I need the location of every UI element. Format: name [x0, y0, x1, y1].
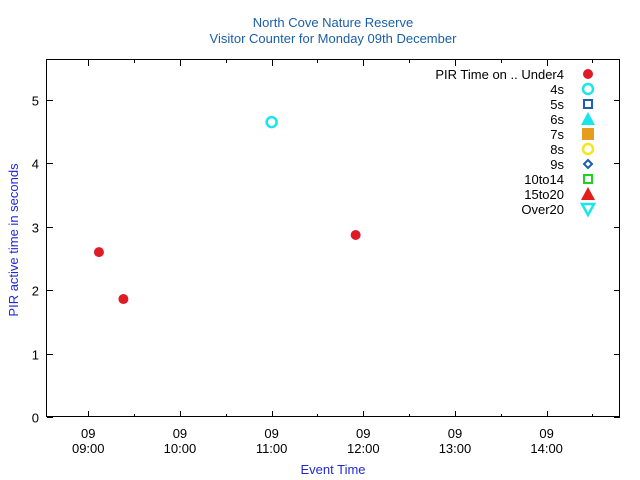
- legend-label-8s: 8s: [550, 142, 564, 157]
- x-tick-label-date: 09: [264, 426, 278, 441]
- data-point-Under4: [93, 247, 104, 258]
- data-points: [93, 115, 361, 305]
- x-tick-label-date: 09: [81, 426, 95, 441]
- x-tick-label-time: 09:00: [72, 441, 105, 456]
- plot-area: [46, 59, 620, 417]
- x-tick-label-date: 09: [448, 426, 462, 441]
- x-tick-label-date: 09: [356, 426, 370, 441]
- data-point-Under4: [118, 294, 129, 305]
- x-tick-label-time: 14:00: [530, 441, 563, 456]
- legend-label-4s: 4s: [550, 82, 564, 97]
- chart-subtitle: Visitor Counter for Monday 09th December: [210, 31, 458, 46]
- legend-marker-9s: [582, 158, 594, 170]
- y-axis-label: PIR active time in seconds: [6, 163, 21, 317]
- legend-label-9s: 9s: [550, 157, 564, 172]
- x-axis: 0909:000910:000911:000912:000913:000914:…: [72, 60, 593, 456]
- legend-label-15to20: 15to20: [524, 187, 564, 202]
- legend-marker-15to20: [581, 187, 595, 200]
- legend-marker-5s: [583, 99, 593, 109]
- x-tick-label-time: 12:00: [347, 441, 380, 456]
- x-axis-label: Event Time: [300, 462, 365, 477]
- legend-marker-Under4: [583, 69, 593, 79]
- legend-label-6s: 6s: [550, 112, 564, 127]
- legend-marker-Over20: [579, 202, 597, 218]
- legend-marker-4s: [581, 82, 595, 96]
- legend-label-5s: 5s: [550, 97, 564, 112]
- y-tick-label: 0: [32, 411, 39, 426]
- legend: PIR Time on .. Under44s5s6s7s8s9s10to141…: [435, 67, 597, 218]
- y-tick-label: 4: [32, 157, 39, 172]
- legend-label-Over20: Over20: [521, 202, 564, 217]
- x-tick-label-date: 09: [539, 426, 553, 441]
- x-tick-label-time: 10:00: [164, 441, 197, 456]
- legend-marker-6s: [581, 112, 595, 125]
- x-tick-label-time: 11:00: [256, 441, 288, 456]
- x-tick-label-date: 09: [173, 426, 187, 441]
- legend-label-10to14: 10to14: [524, 172, 564, 187]
- legend-marker-8s: [581, 142, 595, 156]
- y-tick-label: 3: [32, 221, 39, 236]
- x-tick-label-time: 13:00: [439, 441, 472, 456]
- data-point-4s: [265, 115, 278, 129]
- legend-label-7s: 7s: [550, 127, 564, 142]
- y-tick-label: 2: [32, 284, 39, 299]
- legend-marker-10to14: [583, 174, 593, 184]
- y-tick-label: 5: [32, 94, 39, 109]
- legend-label-Under4: PIR Time on .. Under4: [435, 67, 564, 82]
- y-axis: 0 1 2 3 4 5: [32, 94, 620, 426]
- legend-marker-7s: [582, 128, 594, 140]
- y-tick-label: 1: [32, 348, 39, 363]
- data-point-Under4: [350, 230, 361, 241]
- chart-title: North Cove Nature Reserve: [253, 15, 413, 30]
